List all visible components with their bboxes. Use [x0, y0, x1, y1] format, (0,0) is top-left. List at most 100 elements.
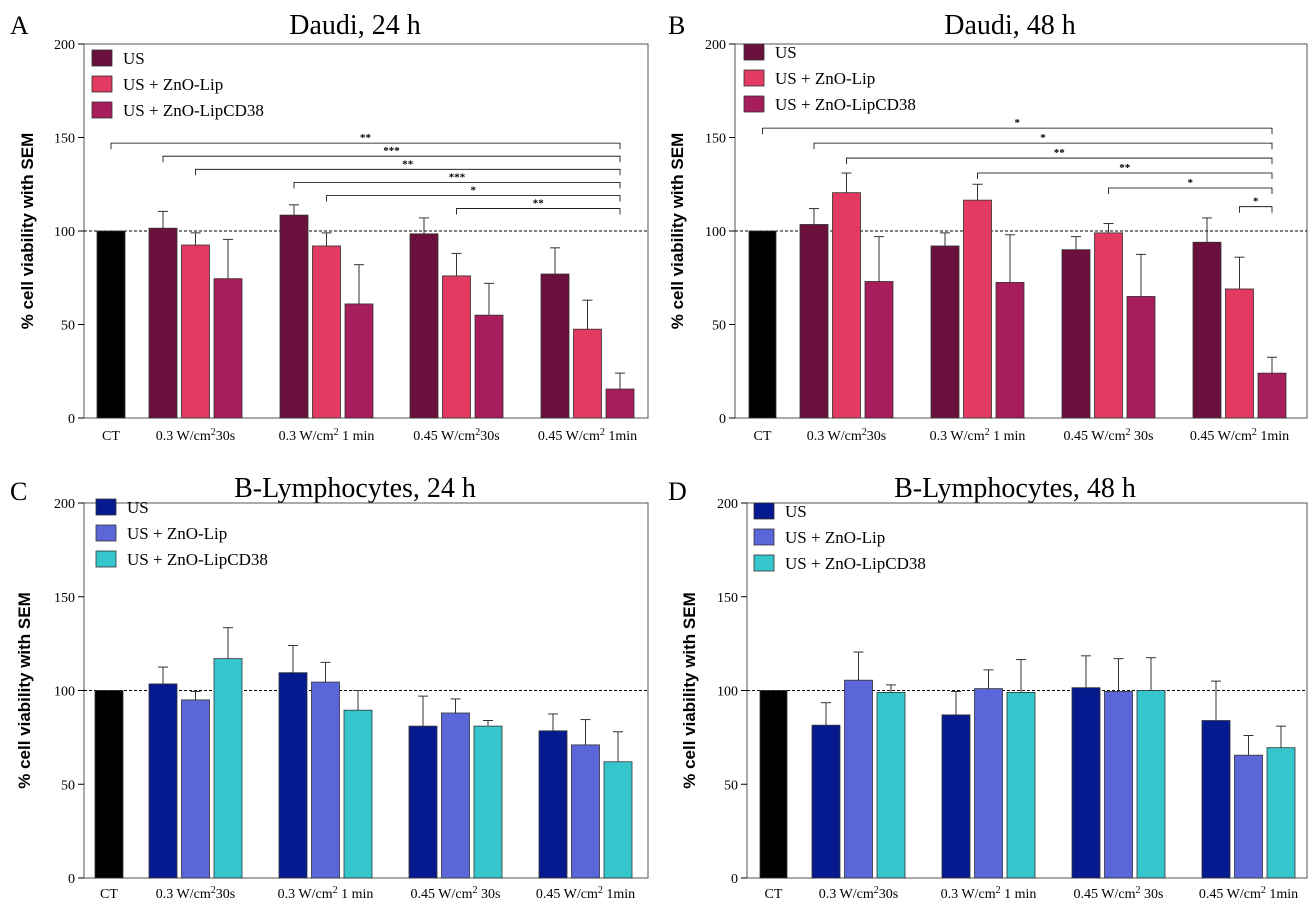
bar-control: [759, 690, 788, 879]
bar-control-rect: [759, 690, 788, 879]
bar-us-zno-lip-rect: [832, 192, 861, 419]
y-tick-label: 0: [719, 412, 726, 427]
bar-us-zno-lipcd38: [995, 234, 1025, 419]
significance-label: **: [533, 198, 545, 210]
bar-us-zno-lip: [442, 252, 471, 419]
legend-swatch: [753, 554, 775, 572]
legend-swatch: [753, 502, 775, 520]
bar-us-zno-lip: [974, 669, 1003, 879]
y-tick-label: 0: [731, 872, 738, 887]
bracket-line: [195, 168, 621, 176]
y-tick-label: 0: [68, 412, 75, 427]
bar-us-zno-lip: [312, 232, 341, 419]
y-tick-label: 150: [705, 132, 726, 147]
bar-us-rect: [941, 714, 971, 879]
y-tick-label: 50: [724, 778, 738, 793]
x-tick-label: CT: [754, 429, 772, 444]
legend: US US + ZnO-Lip US + ZnO-LipCD38: [743, 43, 916, 114]
bracket-line: [456, 208, 621, 215]
significance-bracket: *: [762, 117, 1273, 135]
bar-us: [148, 210, 178, 419]
x-tick-label: 0.45 W/cm2 30s: [1064, 427, 1154, 445]
bar-us-zno-lipcd38-rect: [344, 303, 374, 419]
bar-us-zno-lip-rect: [181, 699, 210, 879]
x-tick-label: 0.45 W/cm2 1min: [536, 885, 635, 902]
bar-us-rect: [148, 683, 178, 879]
bar-us-zno-lip-rect: [442, 275, 471, 419]
bar-us: [409, 217, 439, 419]
legend-swatch: [95, 550, 117, 568]
legend-label: US + ZnO-LipCD38: [785, 554, 926, 573]
significance-label: **: [402, 158, 414, 170]
bar-us-zno-lip-rect: [573, 328, 602, 419]
x-tick-label: 0.3 W/cm230s: [807, 427, 886, 445]
bracket-line: [1108, 187, 1273, 194]
bar-us-zno-lipcd38: [1257, 356, 1287, 419]
bracket-line: [293, 181, 621, 189]
bracket-line: [162, 155, 621, 163]
bar-us-zno-lip-rect: [1094, 232, 1123, 419]
bar-us: [148, 666, 178, 879]
x-tick-label: 0.45 W/cm230s: [413, 427, 499, 445]
bar-us-zno-lip: [181, 690, 210, 879]
bar-us-zno-lip: [1234, 735, 1263, 879]
significance-label: *: [1015, 117, 1021, 129]
legend-swatch: [743, 43, 765, 61]
y-tick-label: 200: [54, 497, 75, 512]
bar-us-zno-lipcd38-rect: [603, 761, 633, 879]
bar-us-zno-lip: [844, 651, 873, 879]
y-tick-label: 200: [54, 38, 75, 53]
bar-us: [1192, 217, 1222, 419]
y-tick-label: 200: [717, 497, 738, 512]
legend-swatch: [743, 69, 765, 87]
bar-us: [811, 702, 841, 879]
chart-panel-c: C B-Lymphocytes, 24 h % cell viability wit…: [10, 473, 649, 902]
y-tick-label: 200: [705, 38, 726, 53]
legend-label: US: [775, 43, 797, 62]
legend-swatch: [95, 524, 117, 542]
significance-label: **: [1119, 162, 1131, 174]
y-tick-label: 100: [717, 685, 738, 700]
chart-title: B-Lymphocytes, 48 h: [894, 473, 1136, 504]
chart-title: Daudi, 48 h: [944, 10, 1075, 41]
y-axis-label: % cell viability with SEM: [668, 133, 687, 330]
legend-swatch: [91, 49, 113, 67]
chart-title: B-Lymphocytes, 24 h: [234, 473, 476, 504]
bar-us-zno-lip-rect: [844, 679, 873, 879]
legend-label: US: [785, 502, 807, 521]
bar-us: [279, 204, 309, 419]
bar-us-rect: [1071, 687, 1101, 879]
bar-us-rect: [799, 224, 829, 419]
bar-us-zno-lipcd38-rect: [995, 282, 1025, 419]
bracket-line: [762, 127, 1273, 135]
significance-bracket: *: [1108, 177, 1273, 194]
legend: US US + ZnO-Lip US + ZnO-LipCD38: [91, 49, 264, 120]
significance-bracket: **: [977, 162, 1273, 180]
bar-control: [94, 690, 124, 879]
bar-us-zno-lipcd38-rect: [213, 278, 243, 419]
significance-bracket: *: [813, 132, 1273, 150]
bar-us-zno-lipcd38-rect: [876, 691, 906, 879]
bar-us-zno-lip-rect: [441, 712, 470, 879]
bar-us-zno-lip-rect: [181, 244, 210, 419]
legend: US US + ZnO-Lip US + ZnO-LipCD38: [753, 502, 926, 573]
bar-us-zno-lip-rect: [1225, 288, 1254, 419]
bar-us-zno-lipcd38-rect: [1006, 691, 1036, 879]
y-tick-label: 0: [68, 872, 75, 887]
legend-swatch: [95, 498, 117, 516]
bar-control-rect: [96, 230, 126, 419]
legend-swatch: [91, 75, 113, 93]
bracket-line: [977, 172, 1273, 180]
panel-letter: D: [668, 477, 687, 506]
x-tick-label: 0.3 W/cm2 1 min: [278, 885, 374, 902]
bar-us-zno-lipcd38-rect: [1126, 296, 1156, 419]
bar-us-zno-lipcd38-rect: [474, 314, 504, 419]
bar-us-zno-lipcd38-rect: [473, 725, 503, 879]
bar-us-rect: [408, 725, 438, 879]
y-tick-label: 50: [61, 319, 75, 334]
bar-us-zno-lipcd38: [1266, 725, 1296, 879]
legend-label: US + ZnO-LipCD38: [123, 101, 264, 120]
y-tick-label: 150: [54, 132, 75, 147]
bar-us-zno-lip: [1225, 256, 1254, 419]
bar-us-zno-lipcd38-rect: [213, 658, 243, 879]
